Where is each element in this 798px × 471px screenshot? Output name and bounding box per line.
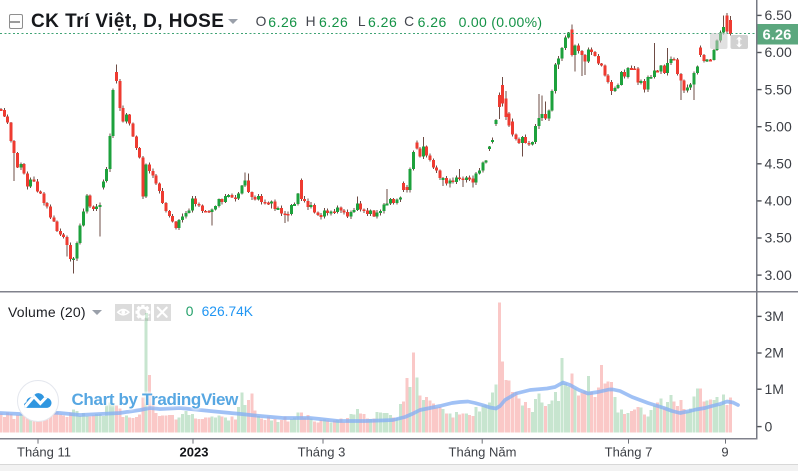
svg-text:2023: 2023 (180, 445, 209, 460)
svg-text:4.00: 4.00 (765, 193, 792, 209)
svg-text:Tháng Năm: Tháng Năm (449, 445, 517, 460)
svg-text:Tháng 7: Tháng 7 (605, 445, 653, 460)
svg-text:Tháng 3: Tháng 3 (298, 445, 346, 460)
svg-text:6.00: 6.00 (765, 44, 792, 60)
svg-text:1M: 1M (765, 381, 784, 397)
svg-text:3.00: 3.00 (765, 267, 792, 283)
svg-text:5.00: 5.00 (765, 118, 792, 134)
svg-text:2M: 2M (765, 345, 784, 361)
svg-text:Tháng 11: Tháng 11 (17, 445, 71, 460)
svg-text:3.50: 3.50 (765, 230, 792, 246)
svg-text:0: 0 (765, 418, 773, 434)
svg-text:6.50: 6.50 (765, 7, 792, 23)
svg-text:4.50: 4.50 (765, 156, 792, 172)
svg-text:3M: 3M (765, 308, 784, 324)
svg-text:5.50: 5.50 (765, 81, 792, 97)
svg-text:9: 9 (721, 445, 728, 460)
svg-text:6.26: 6.26 (763, 28, 792, 44)
